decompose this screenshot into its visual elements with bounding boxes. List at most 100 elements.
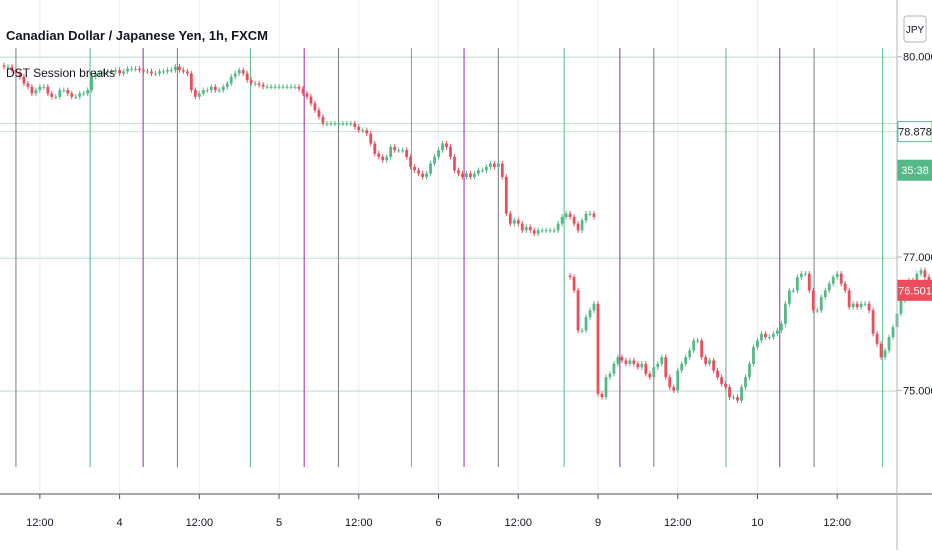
candle bbox=[740, 384, 743, 404]
candle-body bbox=[34, 90, 38, 94]
candle bbox=[847, 287, 851, 310]
candle-body bbox=[839, 273, 843, 284]
candle bbox=[38, 84, 42, 93]
candle bbox=[445, 140, 448, 150]
candle bbox=[54, 94, 58, 100]
candle bbox=[696, 337, 700, 344]
candle bbox=[14, 67, 18, 77]
y-tick-label: 75.000 bbox=[903, 386, 932, 398]
candle bbox=[205, 87, 209, 93]
candle-body bbox=[847, 290, 851, 308]
candle-body bbox=[313, 103, 317, 111]
candle bbox=[50, 90, 54, 100]
candle bbox=[919, 267, 923, 277]
candle-body bbox=[919, 270, 923, 274]
indicator-label[interactable]: DST Session breaks bbox=[6, 66, 115, 80]
candle bbox=[500, 160, 504, 180]
candle-body bbox=[764, 333, 767, 338]
candle-body bbox=[887, 337, 891, 351]
candle bbox=[708, 357, 712, 367]
candle-body bbox=[429, 163, 432, 174]
candle-body bbox=[237, 70, 241, 74]
candle bbox=[98, 70, 102, 77]
candle-body bbox=[86, 90, 90, 94]
currency-badge[interactable]: JPY bbox=[903, 15, 927, 43]
candle bbox=[728, 384, 731, 400]
candle bbox=[524, 224, 528, 233]
candle-body bbox=[891, 327, 895, 338]
candle-body bbox=[461, 173, 464, 177]
candle bbox=[126, 66, 129, 75]
candle bbox=[839, 271, 843, 287]
candle-body bbox=[249, 80, 253, 84]
candle bbox=[221, 84, 225, 93]
candle bbox=[532, 227, 536, 237]
candle bbox=[138, 66, 141, 73]
candle-body bbox=[620, 357, 624, 361]
candle-body bbox=[10, 66, 14, 71]
candle bbox=[241, 67, 245, 77]
candle bbox=[477, 167, 480, 177]
candle-body bbox=[469, 173, 472, 177]
candle bbox=[86, 87, 90, 97]
x-axis[interactable]: 12:00 4 12:00 5 12:00 6 12:00 9 12:00 10 12:00 bbox=[26, 494, 851, 529]
candle-body bbox=[189, 73, 193, 91]
candle bbox=[42, 84, 46, 90]
candle bbox=[688, 347, 692, 360]
candle-body bbox=[30, 86, 34, 94]
candle-body bbox=[728, 387, 731, 398]
candle-body bbox=[453, 156, 456, 171]
candle bbox=[704, 354, 708, 367]
candle bbox=[536, 227, 540, 237]
candle-body bbox=[768, 337, 771, 339]
candle-body bbox=[708, 360, 712, 364]
candle-body bbox=[421, 173, 424, 177]
candle bbox=[449, 144, 452, 160]
y-axis[interactable]: 80.000 77.000 75.000 bbox=[897, 52, 932, 398]
candle bbox=[130, 66, 133, 72]
candle bbox=[716, 367, 719, 380]
candle-body bbox=[209, 86, 213, 91]
candle bbox=[70, 90, 74, 100]
candle bbox=[377, 150, 381, 160]
currency-badge-box bbox=[903, 15, 927, 43]
candle bbox=[584, 210, 588, 223]
candle-body bbox=[772, 333, 775, 338]
candle-body bbox=[46, 86, 50, 94]
x-tick-label: 12:00 bbox=[186, 517, 214, 529]
candle bbox=[409, 154, 413, 170]
candle bbox=[453, 154, 456, 173]
candle-body bbox=[146, 71, 149, 73]
candle bbox=[142, 67, 145, 75]
candle bbox=[469, 170, 472, 180]
candle-body bbox=[138, 68, 141, 71]
candle-body bbox=[596, 303, 600, 394]
candle-body bbox=[305, 93, 309, 97]
candle-body bbox=[572, 277, 576, 291]
candle bbox=[301, 86, 305, 97]
candle bbox=[588, 307, 592, 320]
candle-body bbox=[437, 150, 440, 157]
candle-body bbox=[425, 173, 428, 177]
candle-body bbox=[488, 163, 492, 167]
candle-body bbox=[6, 66, 10, 68]
candle-body bbox=[668, 377, 672, 388]
candle-body bbox=[473, 173, 476, 177]
candle-body bbox=[572, 216, 576, 224]
candle-body bbox=[98, 73, 102, 75]
candle bbox=[760, 331, 763, 344]
candle bbox=[18, 70, 22, 80]
candle bbox=[680, 361, 684, 374]
candle-body bbox=[114, 70, 118, 72]
candle bbox=[676, 367, 680, 394]
candle-body bbox=[150, 71, 153, 74]
candle bbox=[349, 120, 353, 127]
candle-body bbox=[253, 83, 257, 85]
candle-body bbox=[584, 213, 588, 221]
candle bbox=[827, 281, 831, 294]
candle bbox=[425, 170, 428, 180]
candle-body bbox=[532, 230, 536, 234]
candle bbox=[193, 87, 197, 100]
